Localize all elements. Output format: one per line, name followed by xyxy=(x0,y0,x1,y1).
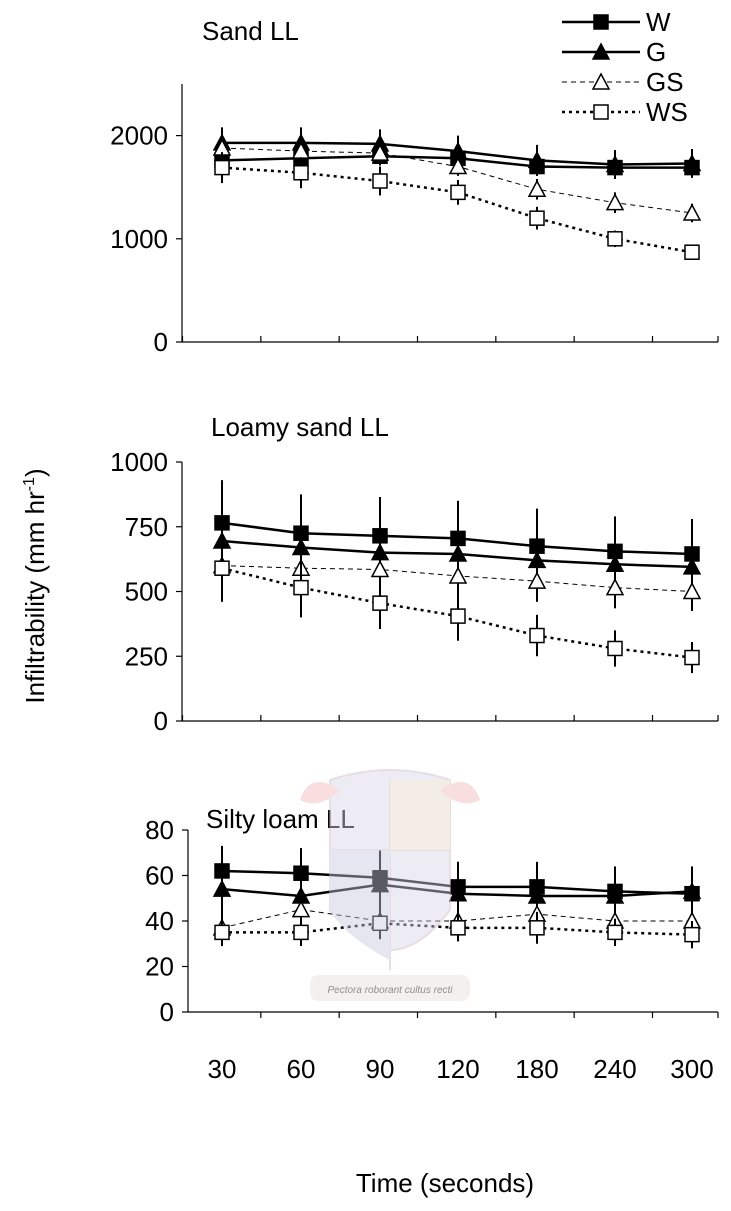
data-point xyxy=(370,875,390,893)
data-point xyxy=(450,920,466,936)
legend-item-g: G xyxy=(562,37,666,67)
data-point xyxy=(605,154,625,173)
data-point xyxy=(448,566,468,584)
data-point xyxy=(450,184,466,201)
y-tick-label: 40 xyxy=(145,906,174,936)
y-tick-label: 0 xyxy=(154,327,168,357)
data-point xyxy=(372,173,388,189)
data-point xyxy=(372,595,388,611)
legend-label: W xyxy=(646,7,671,37)
legend-item-w: W xyxy=(562,7,671,37)
data-point xyxy=(682,581,702,600)
chart-panel-2: Loamy sand LL 0 250 500 750 1000 xyxy=(110,412,719,736)
data-point xyxy=(448,156,468,175)
y-axis-title-main: Infiltrability (mm hr xyxy=(20,491,50,704)
data-point xyxy=(214,560,230,576)
y-tick-label: 250 xyxy=(125,641,168,671)
data-point xyxy=(605,578,625,596)
legend-marker xyxy=(593,104,609,120)
panel-2-title: Loamy sand LL xyxy=(211,412,389,442)
y-axis-title: Infiltrability (mm hr-1) xyxy=(20,468,50,703)
legend-marker xyxy=(591,72,611,90)
x-tick-label: 240 xyxy=(593,1054,636,1084)
data-point xyxy=(529,920,545,936)
data-point xyxy=(212,879,232,897)
data-point xyxy=(370,559,390,578)
series-ws xyxy=(214,534,700,674)
data-point xyxy=(293,924,309,941)
y-axis-title-superscript: -1 xyxy=(21,477,38,491)
y-tick-label: 20 xyxy=(145,952,174,982)
y-tick-label: 750 xyxy=(125,512,168,542)
legend-label: WS xyxy=(646,97,688,127)
series-ws xyxy=(214,909,700,949)
panel-1-title: Sand LL xyxy=(202,16,299,46)
data-point xyxy=(684,244,700,260)
y-tick-label: 0 xyxy=(154,706,168,736)
data-point xyxy=(682,153,702,172)
y-axis-title-close: ) xyxy=(20,468,50,477)
y-tick-label: 60 xyxy=(145,861,174,891)
data-point xyxy=(529,627,545,644)
x-tick-label: 60 xyxy=(287,1054,316,1084)
data-point xyxy=(450,608,466,624)
data-point xyxy=(214,924,230,941)
data-point xyxy=(529,210,545,226)
data-point xyxy=(607,924,623,941)
x-tick-label: 120 xyxy=(436,1054,479,1084)
legend-label: G xyxy=(646,37,666,67)
y-tick-label: 2000 xyxy=(110,121,168,151)
chart-panels: Sand LL 0 1000 2000 Loamy sand LL 0 250 500 750 1… xyxy=(110,16,719,1084)
data-point xyxy=(293,165,309,181)
data-point xyxy=(527,571,547,589)
data-point xyxy=(684,926,700,943)
data-point xyxy=(682,881,702,900)
data-point xyxy=(370,143,390,161)
legend-item-ws: WS xyxy=(562,97,688,127)
data-point xyxy=(684,649,700,666)
panel-3-title: Silty loam LL xyxy=(206,804,355,834)
chart-panel-1: Sand LL 0 1000 2000 xyxy=(110,16,719,357)
x-tick-label: 90 xyxy=(366,1054,395,1084)
x-axis-title: Time (seconds) xyxy=(356,1168,534,1198)
data-point xyxy=(293,579,309,596)
y-tick-label: 80 xyxy=(145,815,174,845)
chart-panel-3: Silty loam LL 0 20 40 60 80 xyxy=(145,804,719,1027)
legend-marker xyxy=(593,14,609,30)
legend-label: GS xyxy=(646,67,684,97)
data-point xyxy=(214,159,230,176)
data-point xyxy=(605,193,625,211)
x-tick-label: 180 xyxy=(515,1054,558,1084)
data-point xyxy=(682,203,702,221)
x-tick-label: 30 xyxy=(208,1054,237,1084)
y-tick-label: 1000 xyxy=(110,224,168,254)
x-tick-labels: 30 60 90 120 180 240 300 xyxy=(208,1054,714,1084)
series-gs xyxy=(212,138,702,223)
data-point xyxy=(607,640,623,657)
university-crest-watermark: Pectora roborant cultus recti xyxy=(300,769,480,1001)
x-tick-label: 300 xyxy=(670,1054,713,1084)
y-tick-label: 0 xyxy=(160,997,174,1027)
watermark-motto: Pectora roborant cultus recti xyxy=(327,985,453,996)
y-tick-label: 500 xyxy=(125,577,168,607)
data-point xyxy=(527,179,547,198)
legend-marker xyxy=(591,42,611,60)
y-tick-label: 1000 xyxy=(110,447,168,477)
data-point xyxy=(291,900,311,918)
data-point xyxy=(372,915,388,932)
legend-item-gs: GS xyxy=(562,67,684,97)
series-ws xyxy=(214,152,700,260)
data-point xyxy=(607,231,623,247)
data-point xyxy=(448,884,468,902)
data-point xyxy=(527,150,547,169)
